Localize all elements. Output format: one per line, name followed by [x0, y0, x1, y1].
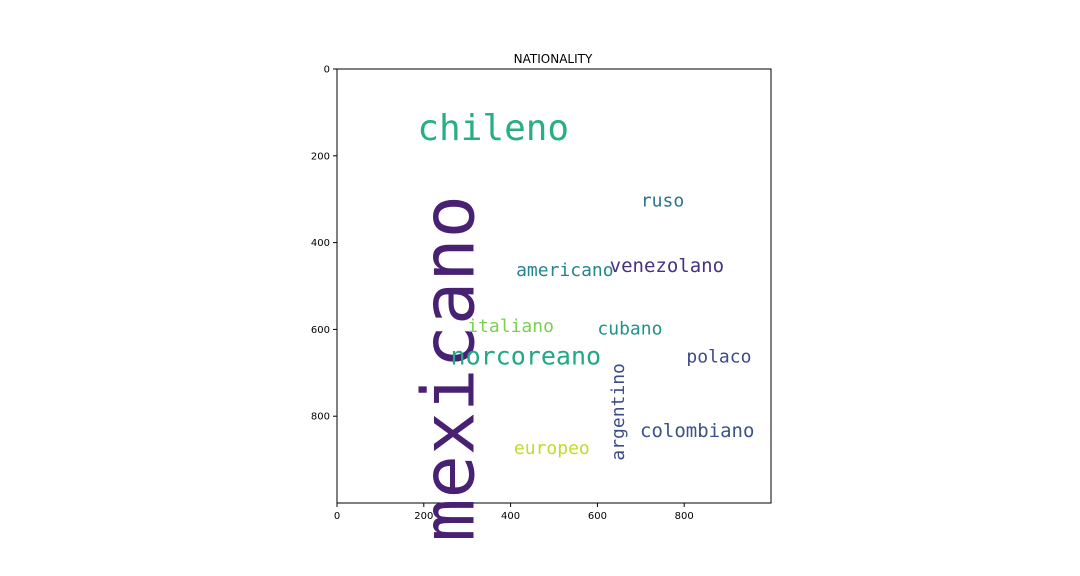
x-tick-label: 0 [334, 511, 340, 522]
y-tick-label: 800 [311, 412, 330, 423]
word-argentino: argentino [608, 363, 629, 461]
x-tick-label: 800 [675, 511, 694, 522]
word-italiano: italiano [467, 316, 554, 337]
word-venezolano: venezolano [610, 255, 724, 277]
y-tick-label: 200 [311, 151, 330, 162]
word-chileno: chileno [417, 108, 569, 149]
y-tick-label: 0 [324, 65, 330, 76]
word-europeo: europeo [514, 438, 590, 459]
x-tick-label: 400 [501, 511, 520, 522]
chart-title: NATIONALITY [514, 52, 593, 66]
word-ruso: ruso [641, 190, 684, 211]
word-norcoreano: norcoreano [451, 342, 602, 371]
word-cubano: cubano [597, 318, 662, 339]
word-americano: americano [516, 260, 614, 281]
word-colombiano: colombiano [640, 420, 754, 442]
y-tick-label: 600 [311, 325, 330, 336]
x-axis: 0 200 400 600 800 [334, 503, 694, 522]
x-tick-label: 200 [414, 511, 433, 522]
word-polaco: polaco [686, 347, 751, 368]
y-axis: 0 200 400 600 800 [311, 65, 337, 423]
x-tick-label: 600 [588, 511, 607, 522]
y-tick-label: 400 [311, 238, 330, 249]
